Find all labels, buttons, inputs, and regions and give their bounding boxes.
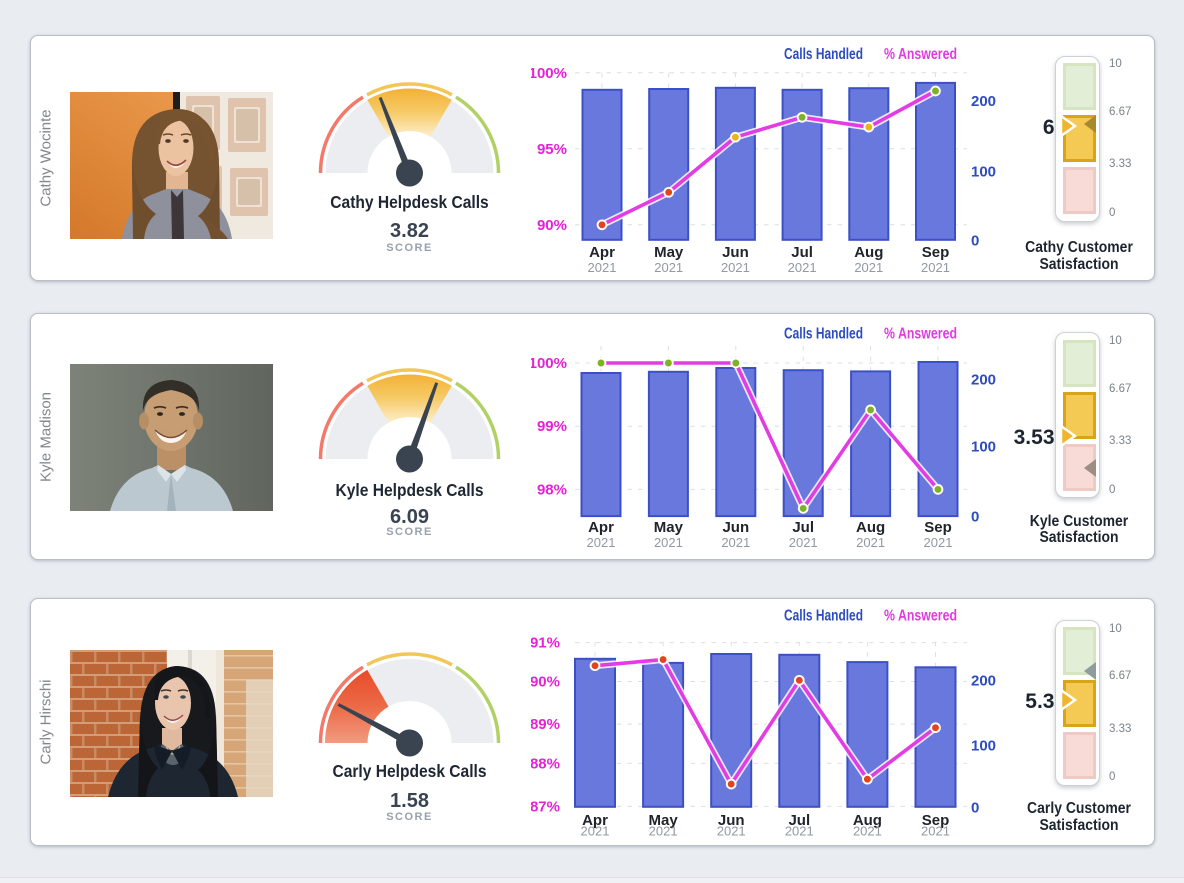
svg-text:90%: 90%: [537, 217, 567, 234]
svg-text:2021: 2021: [785, 824, 814, 839]
svg-text:Aug: Aug: [853, 812, 882, 829]
svg-text:Apr: Apr: [588, 519, 614, 536]
svg-text:2021: 2021: [654, 535, 683, 550]
svg-text:Sep: Sep: [922, 812, 950, 829]
svg-text:0: 0: [971, 509, 979, 526]
svg-text:200: 200: [971, 672, 996, 689]
svg-text:2021: 2021: [587, 535, 616, 550]
svg-text:2021: 2021: [921, 824, 950, 839]
svg-text:0: 0: [971, 799, 979, 816]
svg-text:% Answered: % Answered: [884, 608, 957, 625]
svg-text:Apr: Apr: [589, 244, 615, 261]
svg-text:95%: 95%: [537, 141, 567, 158]
svg-text:2021: 2021: [924, 535, 953, 550]
svg-text:Jun: Jun: [722, 519, 749, 536]
svg-text:99%: 99%: [537, 418, 567, 435]
svg-text:May: May: [649, 812, 679, 829]
svg-text:89%: 89%: [531, 716, 560, 733]
svg-text:88%: 88%: [531, 755, 560, 772]
svg-text:Calls Handled: Calls Handled: [784, 326, 863, 343]
svg-text:2021: 2021: [721, 260, 750, 275]
svg-text:2021: 2021: [581, 824, 610, 839]
svg-text:Calls Handled: Calls Handled: [784, 46, 863, 63]
svg-text:100: 100: [971, 738, 996, 755]
svg-text:% Answered: % Answered: [884, 326, 957, 343]
svg-text:Sep: Sep: [924, 519, 952, 536]
svg-text:Sep: Sep: [922, 244, 950, 261]
svg-text:Jul: Jul: [792, 519, 814, 536]
svg-text:200: 200: [971, 93, 996, 110]
svg-text:2021: 2021: [588, 260, 617, 275]
svg-text:2021: 2021: [854, 260, 883, 275]
svg-text:2021: 2021: [856, 535, 885, 550]
svg-text:2021: 2021: [853, 824, 882, 839]
svg-text:200: 200: [971, 372, 996, 389]
svg-text:2021: 2021: [921, 260, 950, 275]
svg-text:% Answered: % Answered: [884, 46, 957, 63]
svg-text:2021: 2021: [788, 260, 817, 275]
svg-text:2021: 2021: [721, 535, 750, 550]
svg-text:100: 100: [971, 163, 996, 180]
svg-text:2021: 2021: [654, 260, 683, 275]
svg-text:May: May: [654, 244, 684, 261]
svg-text:91%: 91%: [531, 635, 560, 652]
svg-text:90%: 90%: [531, 674, 560, 691]
svg-text:Calls Handled: Calls Handled: [784, 608, 863, 625]
svg-text:100%: 100%: [531, 65, 567, 82]
svg-text:Jun: Jun: [718, 812, 745, 829]
svg-text:100: 100: [971, 439, 996, 456]
svg-text:2021: 2021: [789, 535, 818, 550]
svg-text:87%: 87%: [531, 798, 560, 815]
svg-text:0: 0: [971, 232, 979, 249]
svg-text:Jul: Jul: [791, 244, 813, 261]
svg-text:100%: 100%: [531, 355, 567, 372]
svg-text:Jul: Jul: [788, 812, 810, 829]
svg-text:Apr: Apr: [582, 812, 608, 829]
svg-text:May: May: [654, 519, 684, 536]
svg-text:98%: 98%: [537, 481, 567, 498]
svg-text:Aug: Aug: [856, 519, 885, 536]
svg-text:Aug: Aug: [854, 244, 883, 261]
svg-text:2021: 2021: [717, 824, 746, 839]
svg-text:Jun: Jun: [722, 244, 749, 261]
svg-text:2021: 2021: [649, 824, 678, 839]
